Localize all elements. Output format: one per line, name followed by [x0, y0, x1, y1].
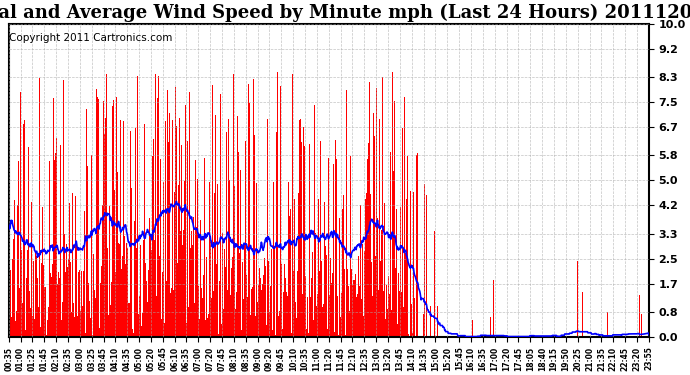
Text: Copyright 2011 Cartronics.com: Copyright 2011 Cartronics.com [9, 33, 172, 44]
Title: Actual and Average Wind Speed by Minute mph (Last 24 Hours) 20111206: Actual and Average Wind Speed by Minute … [0, 4, 690, 22]
